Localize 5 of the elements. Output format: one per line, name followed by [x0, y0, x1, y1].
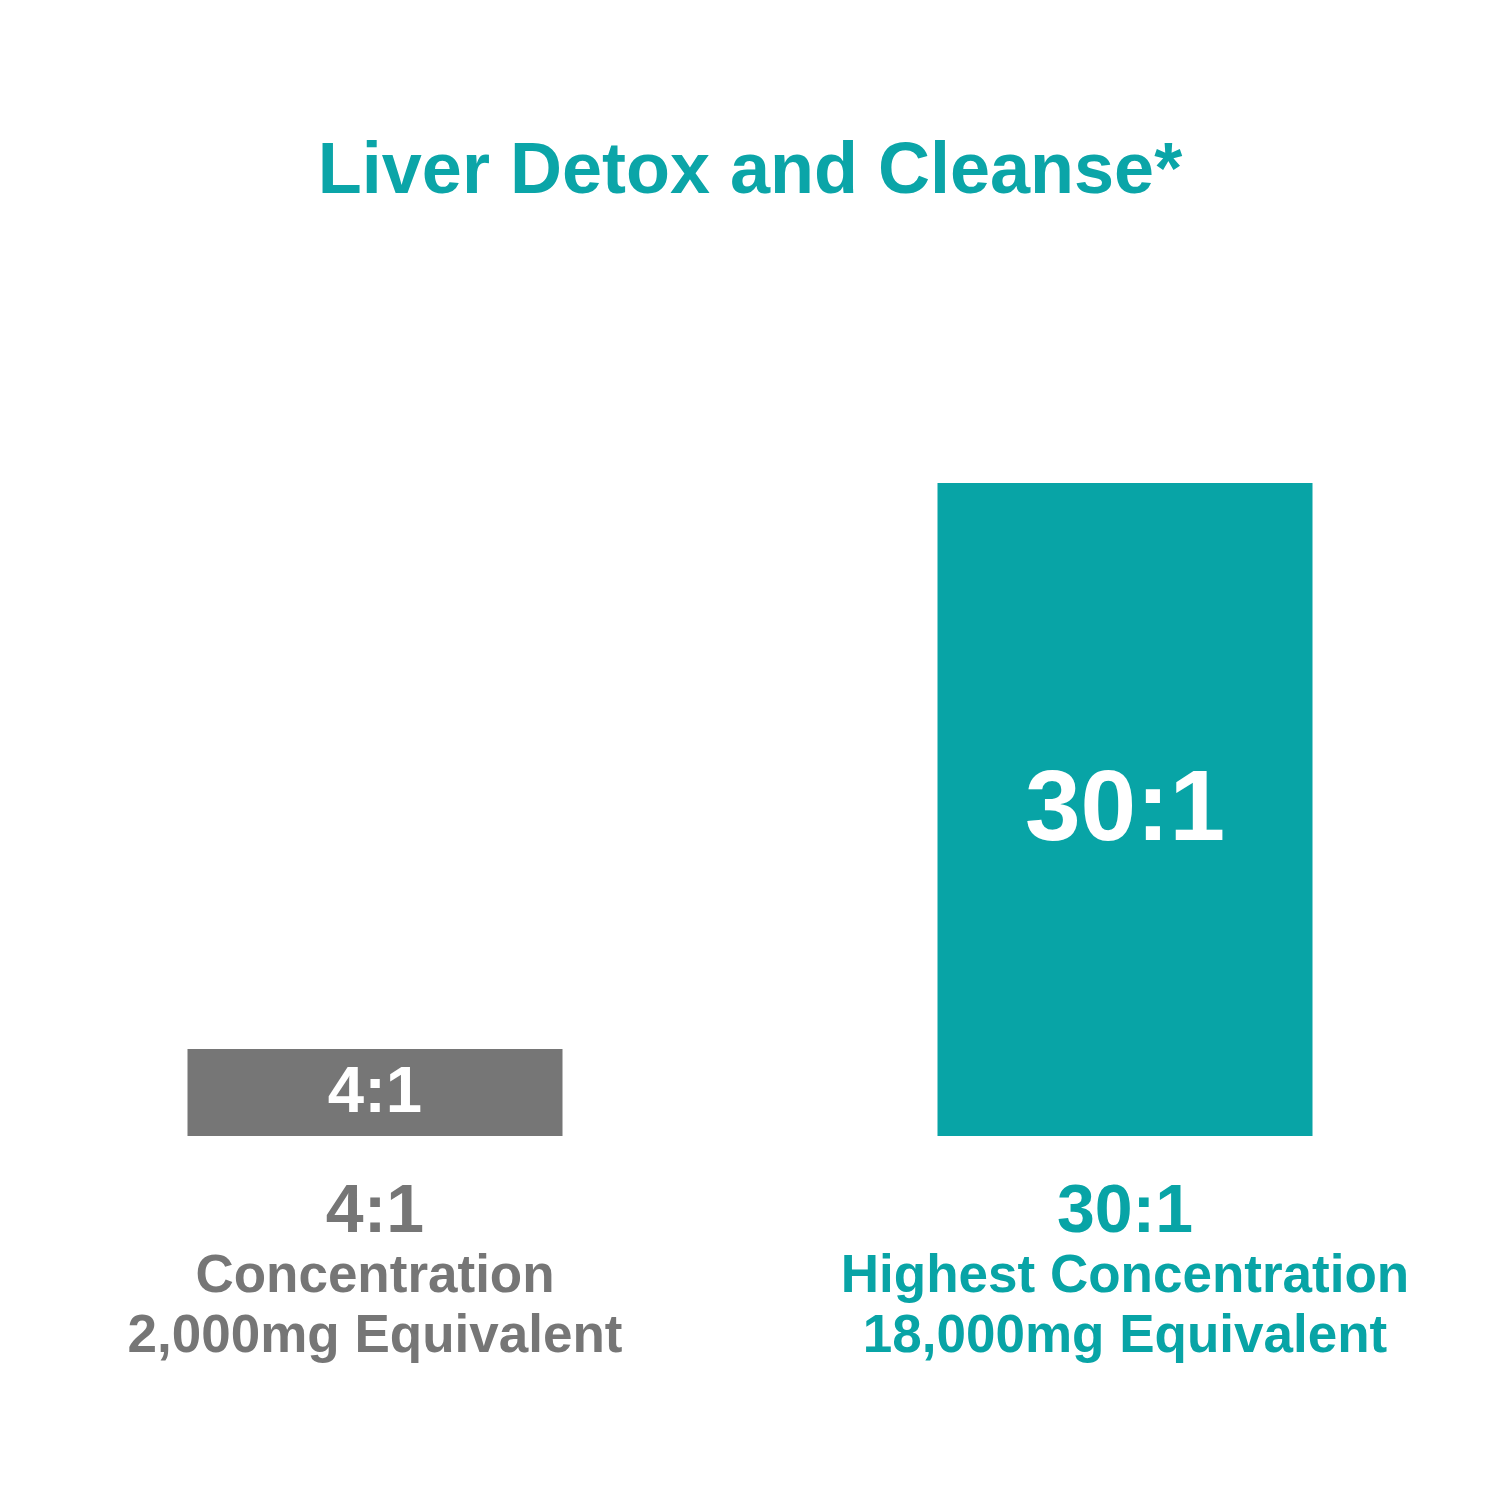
data-label: 30:1: [1024, 748, 1226, 861]
chart-title: Liver Detox and Cleanse*: [317, 128, 1183, 208]
data-label: 4:1: [327, 1053, 423, 1127]
x-tick-label: 4:1 Concentration 2,000mg Equivalent: [127, 1170, 623, 1363]
x-tick-label: 30:1 Highest Concentration 18,000mg Equivalent: [840, 1170, 1410, 1363]
